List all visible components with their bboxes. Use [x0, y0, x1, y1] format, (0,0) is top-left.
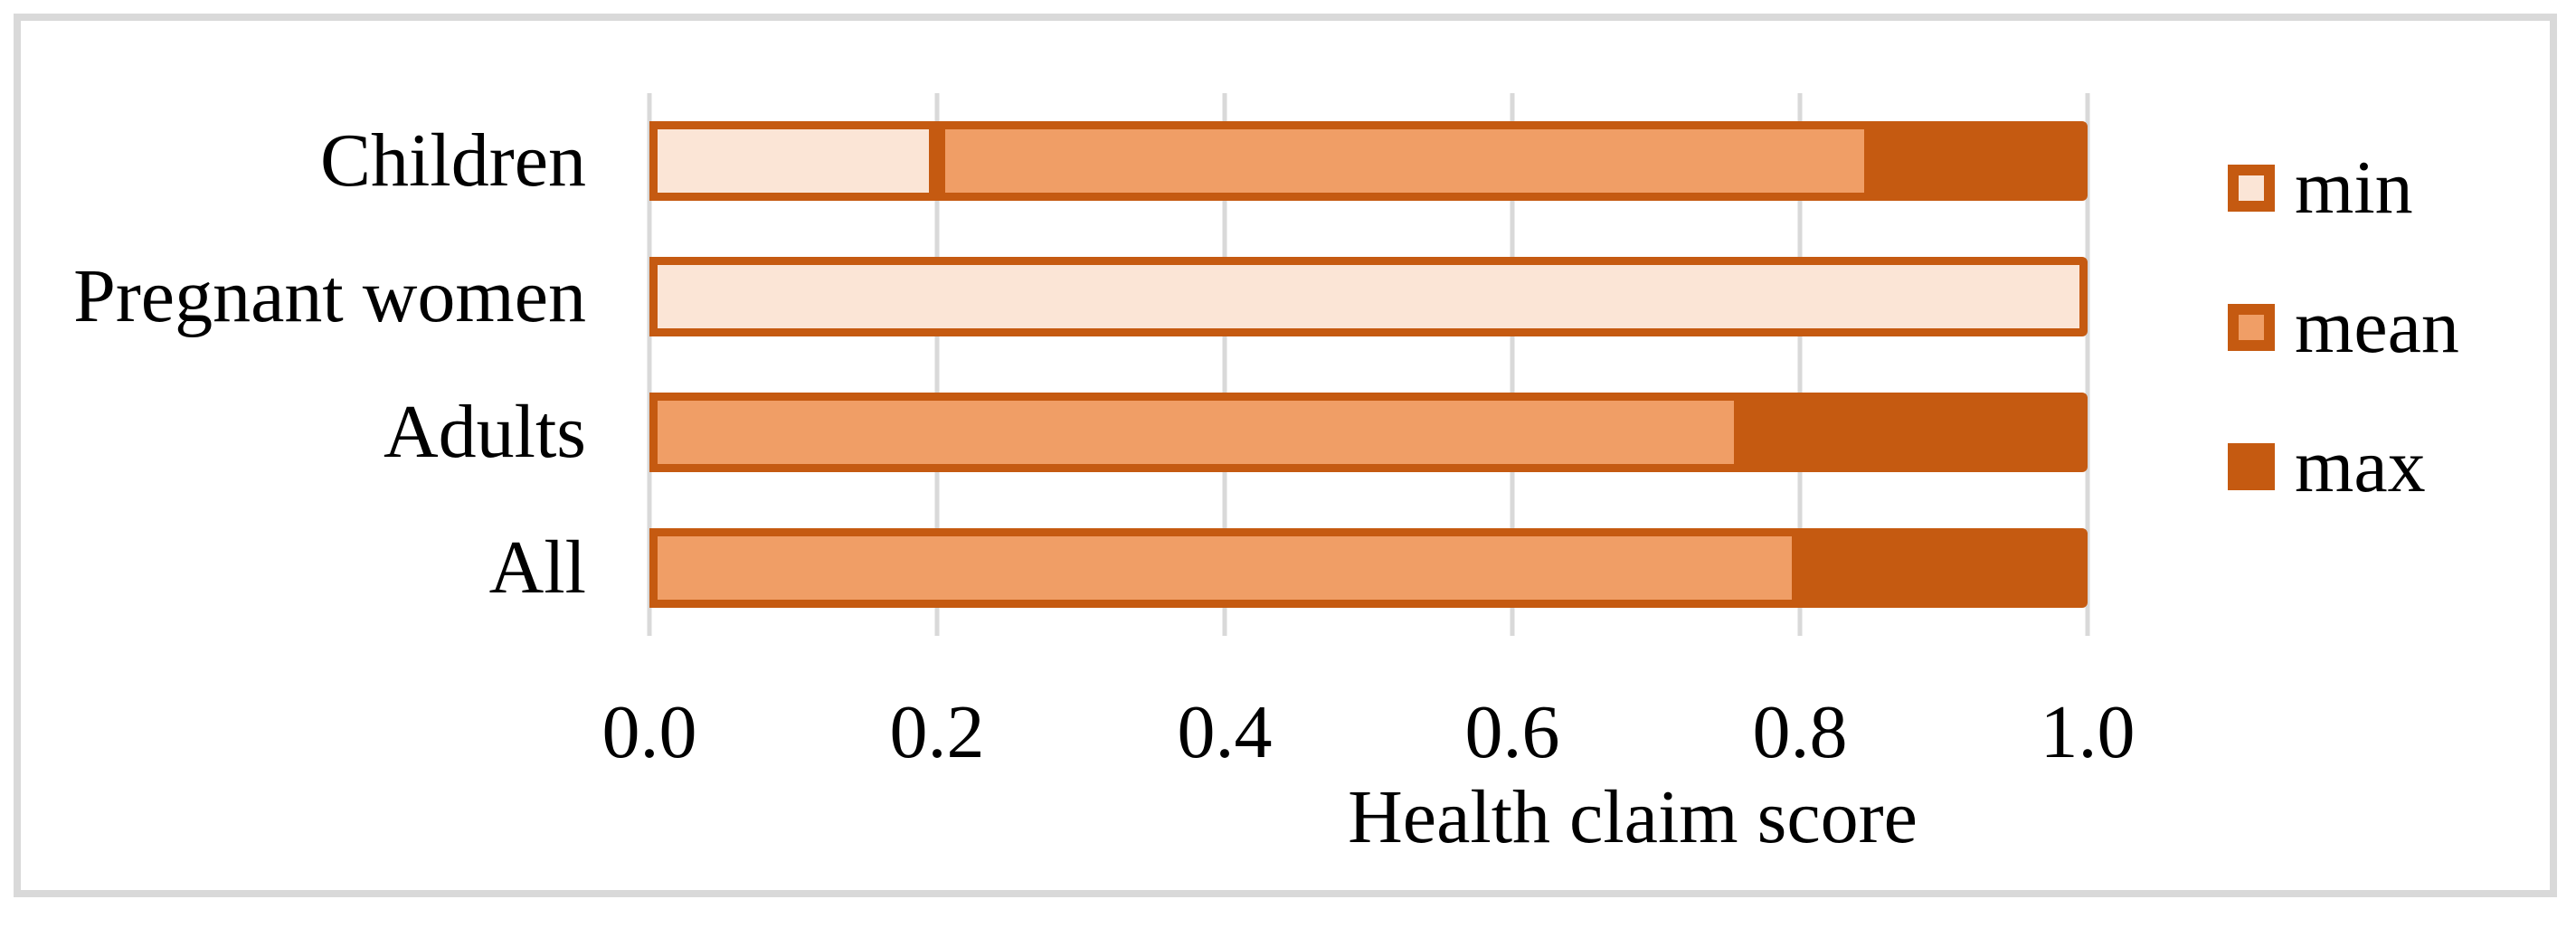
category-label: All — [488, 526, 586, 610]
legend-swatch-min — [2228, 165, 2275, 212]
legend-swatch-mean — [2228, 304, 2275, 351]
bar — [649, 121, 2088, 201]
legend-swatch-max — [2228, 443, 2275, 490]
bar-segment-mean — [649, 393, 1743, 472]
bar — [649, 393, 2088, 472]
legend-item-max: max — [2228, 429, 2459, 505]
x-axis-tick-labels: 0.0 0.2 0.4 0.6 0.8 1.0 — [602, 690, 2136, 785]
bar-segment-mean — [937, 121, 1872, 201]
bar-segment-min — [649, 121, 937, 201]
gridline — [934, 93, 940, 636]
bar-row: Pregnant women — [0, 229, 2576, 365]
bar — [649, 257, 2088, 336]
bar — [649, 528, 2088, 608]
gridline — [1797, 93, 1803, 636]
category-label: Adults — [383, 390, 586, 474]
gridline — [1510, 93, 1515, 636]
plot-area — [647, 93, 2090, 636]
x-tick-label: 0.2 — [889, 690, 985, 774]
gridline — [2085, 93, 2090, 636]
legend-label-max: max — [2295, 424, 2426, 508]
gridline — [1222, 93, 1227, 636]
category-label: Pregnant women — [73, 254, 586, 338]
bar-row: Adults — [0, 365, 2576, 500]
bar-rows: Children Pregnant women Adults All — [0, 93, 2576, 636]
bar-segment-mean — [649, 528, 1800, 608]
legend: min mean max — [2228, 150, 2459, 505]
bar-row: All — [0, 500, 2576, 636]
legend-item-min: min — [2228, 150, 2459, 226]
category-label: Children — [320, 118, 586, 203]
bar-segment-min — [649, 257, 2088, 336]
x-tick-label: 1.0 — [2040, 690, 2136, 774]
x-tick-label: 0.6 — [1464, 690, 1560, 774]
legend-item-mean: mean — [2228, 289, 2459, 365]
bar-segment-max — [1800, 528, 2088, 608]
bar-segment-max — [1871, 121, 2088, 201]
x-tick-label: 0.8 — [1752, 690, 1848, 774]
legend-label-min: min — [2295, 146, 2413, 230]
x-axis-title: Health claim score — [1348, 775, 1918, 859]
bar-row: Children — [0, 93, 2576, 229]
legend-label-mean: mean — [2295, 285, 2459, 369]
x-tick-label: 0.4 — [1177, 690, 1273, 774]
x-tick-label: 0.0 — [601, 690, 697, 774]
gridline — [647, 93, 652, 636]
bar-segment-max — [1742, 393, 2088, 472]
